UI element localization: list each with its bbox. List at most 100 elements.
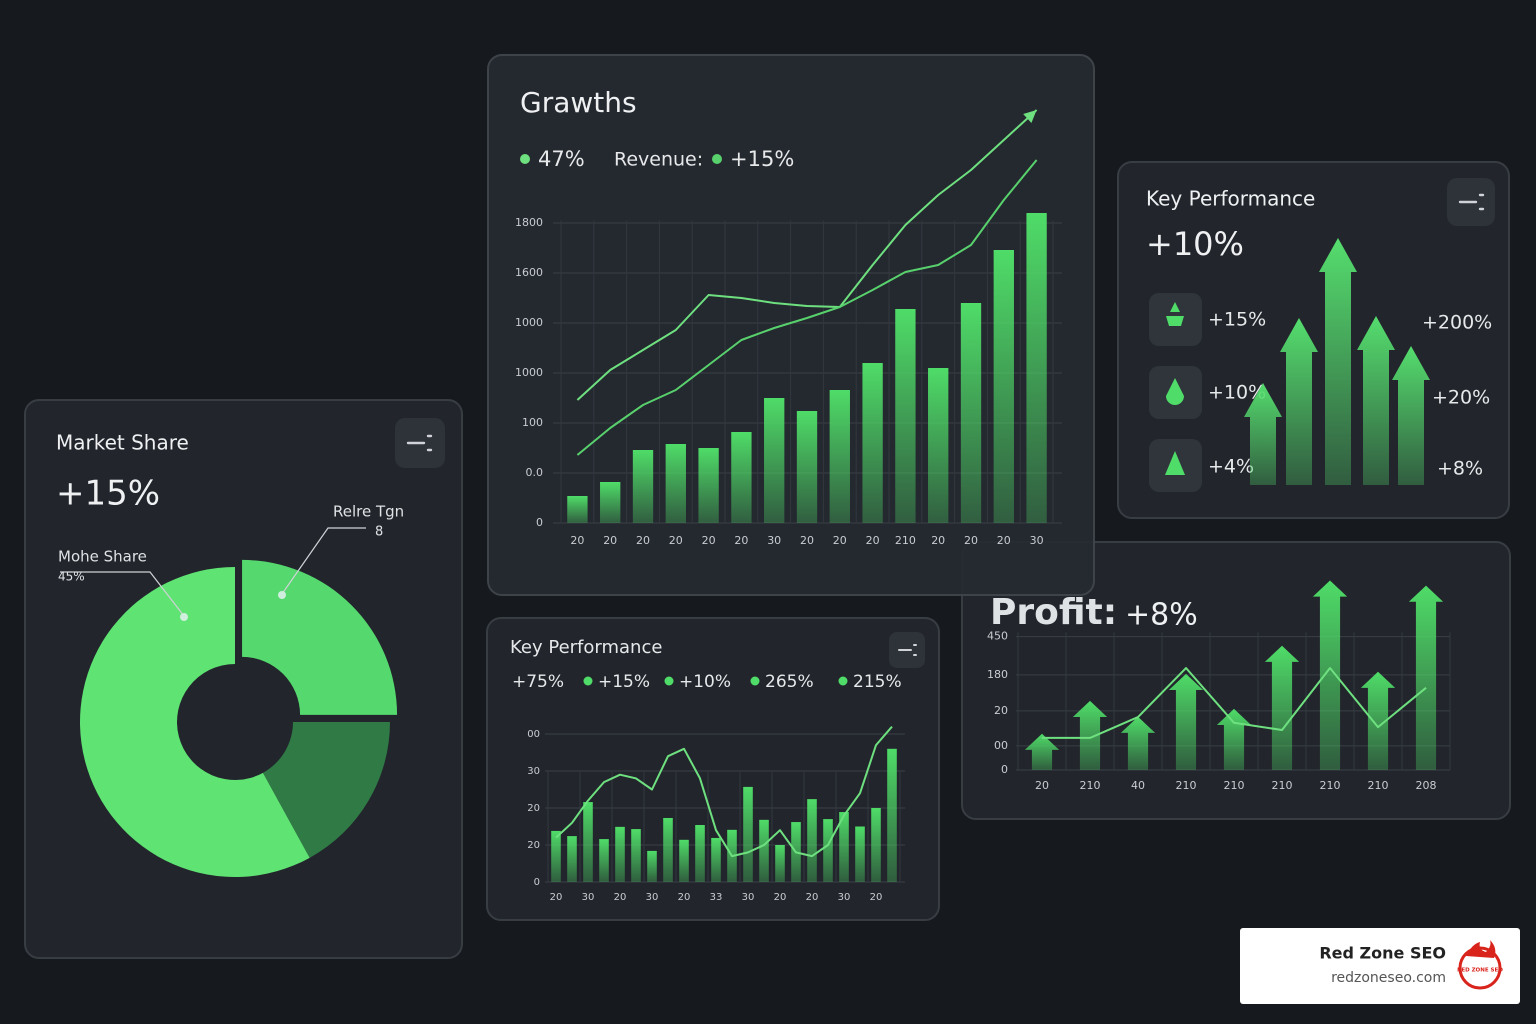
arrow-bar bbox=[1024, 733, 1060, 770]
bar bbox=[829, 390, 850, 523]
kpi-item: +10% bbox=[1208, 382, 1266, 404]
x-tick-label: 20 bbox=[964, 534, 978, 547]
chart-headline: +8% bbox=[1125, 598, 1198, 633]
y-tick-label: 0 bbox=[536, 516, 543, 529]
x-tick-label: 20 bbox=[636, 534, 650, 547]
bar bbox=[807, 799, 817, 882]
icon bbox=[1166, 378, 1184, 405]
arrow-bar bbox=[1357, 316, 1395, 485]
annotation: 8 bbox=[375, 525, 383, 540]
bar bbox=[960, 303, 982, 523]
menu-icon[interactable] bbox=[898, 644, 917, 656]
legend-entry: +10% bbox=[679, 672, 731, 692]
line bbox=[555, 725, 893, 858]
bar bbox=[855, 826, 865, 882]
bar bbox=[632, 450, 654, 523]
line bbox=[576, 109, 1038, 401]
kpi-icons bbox=[1149, 293, 1202, 492]
arrow-bar bbox=[1244, 383, 1282, 485]
menu-button[interactable] bbox=[889, 632, 925, 668]
y-tick-label: 0 bbox=[534, 877, 540, 888]
x-tick-label: 210 bbox=[1176, 779, 1197, 792]
legend-label: Revenue: bbox=[614, 149, 703, 171]
legend-entry: +15% bbox=[730, 147, 794, 171]
badge-bg[interactable] bbox=[1240, 928, 1520, 1004]
bar bbox=[679, 839, 689, 882]
legend-entry: +75% bbox=[512, 672, 564, 692]
menu-icon[interactable] bbox=[1458, 193, 1485, 211]
menu-icon[interactable] bbox=[406, 434, 433, 452]
x-tick-label: 30 bbox=[742, 892, 755, 903]
x-tick-label: 20 bbox=[570, 534, 584, 547]
x-tick-label: 20 bbox=[603, 534, 617, 547]
x-tick-label: 20 bbox=[806, 892, 819, 903]
x-tick-label: 30 bbox=[582, 892, 595, 903]
chart-headline: +15% bbox=[56, 474, 160, 514]
y-tick-label: 00 bbox=[994, 739, 1008, 752]
arrow-bar bbox=[1408, 585, 1444, 770]
y-tick-label: 20 bbox=[527, 840, 540, 851]
bar bbox=[759, 819, 769, 882]
legend-dot bbox=[712, 154, 722, 164]
x-tick-label: 20 bbox=[800, 534, 814, 547]
y-tick-label: 100 bbox=[522, 416, 543, 429]
chart-title: Grawths bbox=[520, 86, 637, 119]
bar bbox=[928, 368, 949, 523]
badge[interactable]: Red Zone SEO redzoneseo.com RED ZONE SEO bbox=[1240, 928, 1520, 1004]
arrow-bar bbox=[1360, 671, 1396, 770]
leader-line bbox=[60, 571, 185, 617]
x-tick-label: 210 bbox=[1224, 779, 1245, 792]
chart-headline: +10% bbox=[1146, 225, 1244, 263]
x-tick-label: 20 bbox=[866, 534, 880, 547]
x-tick-label: 30 bbox=[1030, 534, 1044, 547]
menu-button[interactable] bbox=[395, 418, 445, 468]
bar bbox=[647, 850, 657, 882]
leader-dot bbox=[180, 613, 188, 621]
arrow-bar bbox=[1280, 318, 1318, 485]
y-tick-label: 20 bbox=[994, 704, 1008, 717]
bar bbox=[731, 432, 752, 523]
x-tick-label: 20 bbox=[833, 534, 847, 547]
legend-entry: +15% bbox=[598, 672, 650, 692]
x-tick-label: 20 bbox=[614, 892, 627, 903]
badge-name: Red Zone SEO bbox=[1319, 944, 1446, 963]
bar bbox=[839, 812, 849, 882]
arrow-bar bbox=[1168, 673, 1204, 770]
chart-title: Profit: bbox=[990, 592, 1117, 633]
x-tick-label: 210 bbox=[1272, 779, 1293, 792]
x-tick-label: 210 bbox=[1080, 779, 1101, 792]
bar bbox=[823, 819, 833, 882]
legend-dot bbox=[664, 676, 674, 686]
legend-entry: 265% bbox=[765, 672, 814, 692]
bar bbox=[775, 845, 785, 882]
leader-line bbox=[281, 527, 366, 595]
bar bbox=[871, 808, 881, 882]
y-tick-label: 450 bbox=[987, 630, 1008, 643]
x-tick-label: 20 bbox=[702, 534, 716, 547]
legend-entry: 215% bbox=[853, 672, 902, 692]
leader-dot bbox=[278, 591, 286, 599]
x-tick-label: 20 bbox=[550, 892, 563, 903]
x-tick-label: 20 bbox=[734, 534, 748, 547]
legend-dot bbox=[520, 154, 530, 164]
bar bbox=[993, 250, 1014, 523]
chart-title: Market Share bbox=[56, 431, 189, 455]
badge-logo-text: RED ZONE SEO bbox=[1457, 968, 1503, 974]
menu-button[interactable] bbox=[1447, 178, 1495, 226]
legend-dot bbox=[838, 676, 848, 686]
bar bbox=[663, 817, 673, 882]
x-tick-label: 20 bbox=[774, 892, 787, 903]
legend-entry: 47% bbox=[538, 147, 585, 171]
bar bbox=[583, 802, 593, 882]
arrow-bar bbox=[1264, 645, 1300, 770]
y-tick-label: 00 bbox=[527, 729, 540, 740]
annotation: +200% bbox=[1422, 312, 1492, 334]
arrow-bar bbox=[1392, 346, 1430, 485]
kpi-item: +15% bbox=[1208, 309, 1266, 331]
x-tick-label: 210 bbox=[1368, 779, 1389, 792]
annotation: +20% bbox=[1432, 387, 1490, 409]
y-tick-label: 1000 bbox=[515, 366, 543, 379]
bar bbox=[615, 826, 625, 882]
bar bbox=[796, 411, 818, 523]
